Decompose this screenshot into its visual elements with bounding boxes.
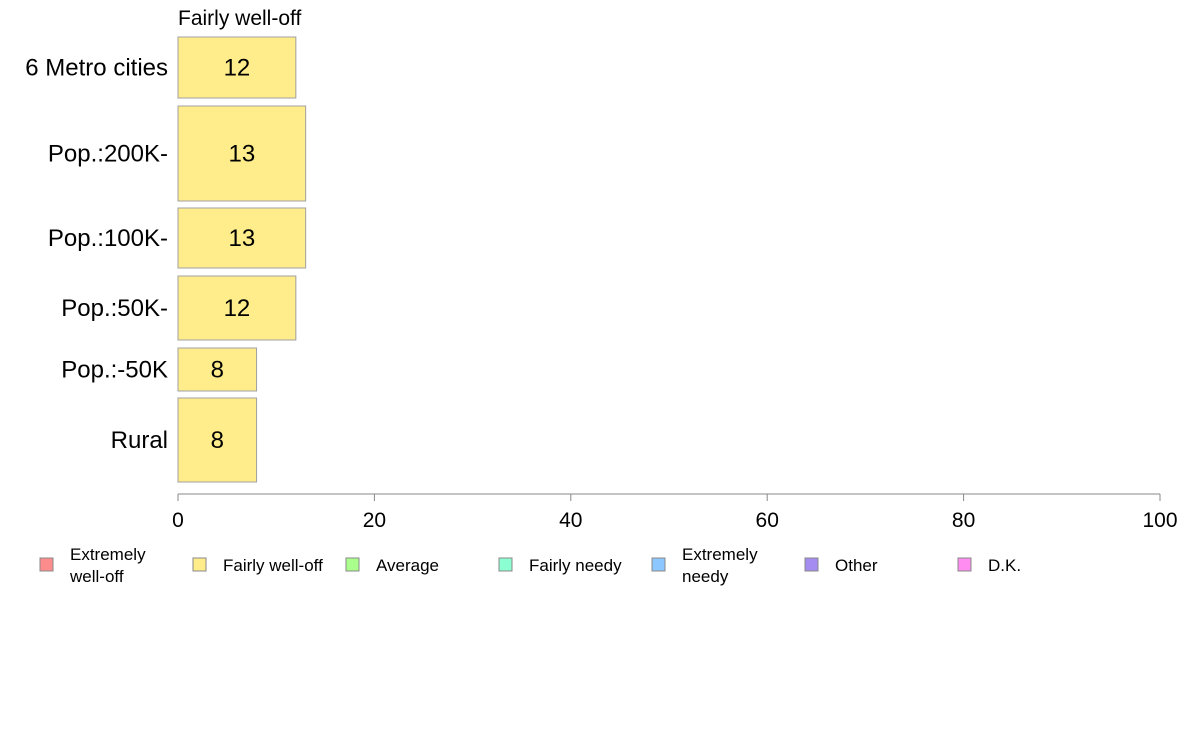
- legend-swatch-d-k: [957, 557, 972, 572]
- legend-item-fairly-well-off: Fairly well-off: [192, 556, 323, 575]
- legend-swatch-extremely-needy: [651, 557, 666, 572]
- legend-swatch-fairly-well-off: [192, 557, 207, 572]
- value-label-6-metro-cities: 12: [224, 55, 251, 82]
- x-tick-label-20: 20: [363, 509, 386, 532]
- bar-rural: [177, 397, 258, 483]
- legend-swatch-fairly-needy: [498, 557, 513, 572]
- legend-label-d-k: D.K.: [988, 556, 1021, 575]
- x-tick-label-40: 40: [559, 509, 582, 532]
- legend-label-average: Average: [376, 556, 439, 575]
- value-label-pop-50k: 8: [211, 357, 224, 384]
- value-label-pop-100k: 13: [228, 225, 255, 252]
- legend-item-fairly-needy: Fairly needy: [498, 556, 622, 575]
- legend-label-other: Other: [835, 556, 878, 575]
- legend-label-extremely-needy-line-1: Extremely: [682, 545, 758, 564]
- category-label-6-metro-cities: 6 Metro cities: [25, 55, 168, 82]
- legend-item-d-k: D.K.: [957, 556, 1021, 575]
- category-label-pop-50k: Pop.:-50K: [61, 357, 168, 384]
- bar-6-metro-cities: [177, 36, 297, 99]
- legend: Extremely well-off Fairly well-off Average F…: [39, 545, 1021, 586]
- legend-swatch-other: [804, 557, 819, 572]
- x-tick-label-0: 0: [172, 509, 184, 532]
- category-label-pop-100k: Pop.:100K-: [48, 225, 168, 252]
- category-label-rural: Rural: [111, 427, 168, 454]
- bars-group: 6 Metro cities 12 Pop.:200K- 13 Pop.:100K- 13…: [25, 36, 307, 483]
- bar-pop-200k: [177, 105, 307, 202]
- category-label-pop-50k: Pop.:50K-: [61, 295, 168, 322]
- value-label-pop-200k: 13: [228, 141, 255, 168]
- legend-label-extremely-needy-line-2: needy: [682, 567, 729, 586]
- legend-swatch-extremely-well-off: [39, 557, 54, 572]
- x-tick-label-60: 60: [756, 509, 779, 532]
- category-label-pop-200k: Pop.:200K-: [48, 141, 168, 168]
- legend-item-average: Average: [345, 556, 439, 575]
- value-label-rural: 8: [211, 427, 224, 454]
- legend-label-fairly-needy: Fairly needy: [529, 556, 622, 575]
- legend-label-extremely-well-off-line-2: well-off: [69, 567, 124, 586]
- legend-swatch-average: [345, 557, 360, 572]
- x-tick-label-100: 100: [1142, 509, 1177, 532]
- legend-item-extremely-well-off: Extremely well-off: [39, 545, 146, 586]
- bar-pop-50k: [177, 275, 297, 341]
- x-axis: 0 20 40 60 80 100: [172, 493, 1178, 532]
- bar-pop-100k: [177, 207, 307, 269]
- legend-item-other: Other: [804, 556, 878, 575]
- bar-pop-50k: [177, 347, 258, 392]
- legend-label-fairly-well-off: Fairly well-off: [223, 556, 323, 575]
- series-title: Fairly well-off: [178, 7, 301, 30]
- x-tick-label-80: 80: [952, 509, 975, 532]
- value-label-pop-50k: 12: [224, 295, 251, 322]
- legend-item-extremely-needy: Extremely needy: [651, 545, 758, 586]
- legend-label-extremely-well-off-line-1: Extremely: [70, 545, 146, 564]
